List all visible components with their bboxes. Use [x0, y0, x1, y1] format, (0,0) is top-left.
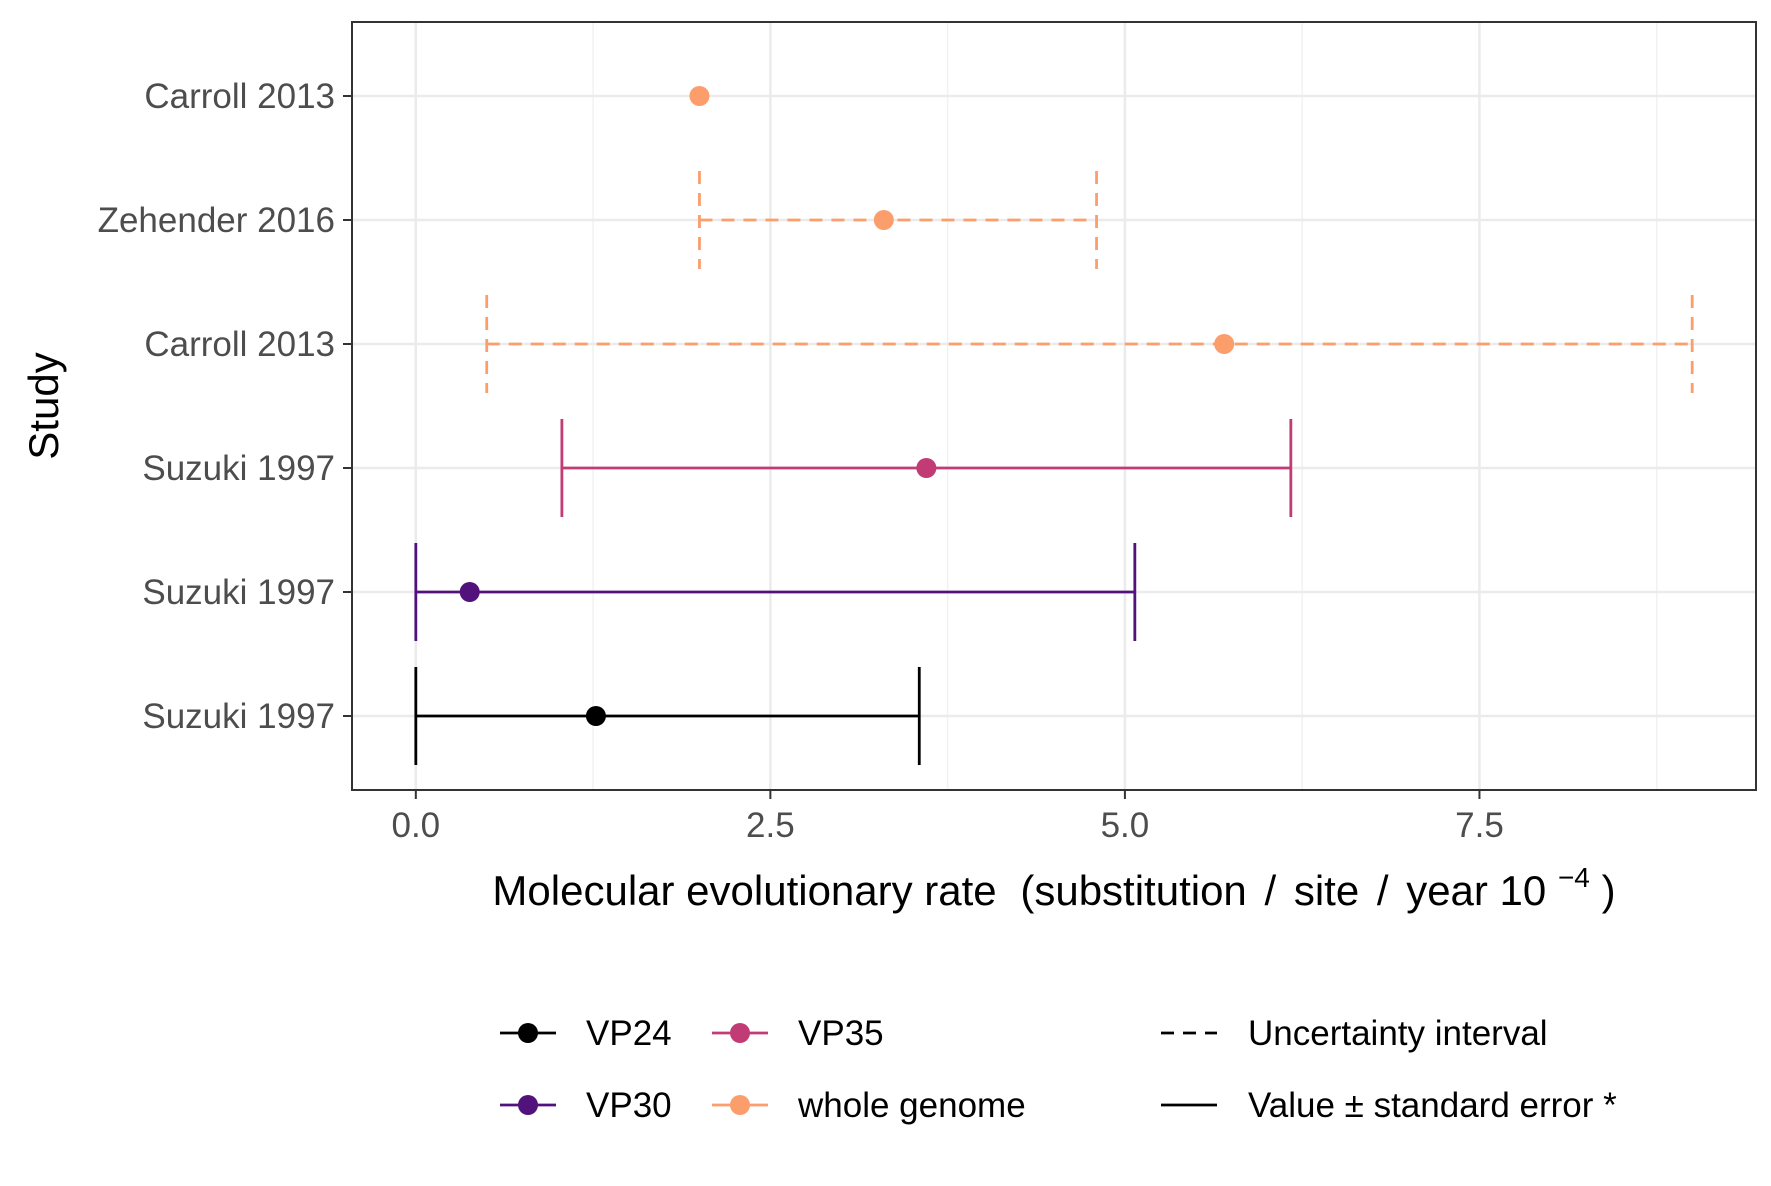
x-axis-title-unit-close: ): [1602, 867, 1616, 914]
x-axis-title-main: Molecular evolutionary rate: [492, 867, 996, 914]
legend: VP24 VP30 VP35 whole genome Uncertainty inte…: [500, 1014, 1617, 1125]
panel-border: [351, 21, 1757, 791]
legend-label: VP35: [798, 1014, 884, 1053]
data-point: [916, 458, 937, 478]
legend-key-point: [730, 1023, 750, 1043]
y-tick-label: Carroll 2013: [144, 325, 335, 364]
legend-linetype-label: Value ± standard error *: [1248, 1086, 1617, 1125]
legend-key-point: [730, 1095, 750, 1115]
legend-key-point: [518, 1023, 538, 1043]
data-point: [689, 86, 710, 106]
data-point: [1214, 334, 1235, 354]
y-tick-label: Suzuki 1997: [142, 449, 335, 488]
y-tick-label: Suzuki 1997: [142, 573, 335, 612]
x-axis-title-exponent: −4: [1558, 862, 1590, 893]
x-axis-title: Molecular evolutionary rate (substitutio…: [492, 849, 1615, 914]
legend-label: VP30: [586, 1086, 672, 1125]
axes: Carroll 2013 Zehender 2016 Carroll 2013 Suz…: [98, 77, 1504, 845]
legend-label: whole genome: [797, 1086, 1026, 1125]
x-axis-title-unit-site: site: [1294, 867, 1359, 914]
y-axis-title: Study: [20, 352, 67, 459]
y-tick-label: Carroll 2013: [144, 77, 335, 116]
x-tick-label: 5.0: [1101, 806, 1150, 845]
plot-data: [414, 86, 1694, 765]
y-tick-label: Suzuki 1997: [142, 697, 335, 736]
data-point: [873, 210, 894, 230]
legend-key-point: [518, 1095, 538, 1115]
x-axis-title-slash: /: [1264, 867, 1276, 914]
x-axis-title-unit-open: (substitution: [1020, 867, 1246, 914]
x-axis-title-slash: /: [1377, 867, 1389, 914]
x-tick-label: 2.5: [746, 806, 795, 845]
x-axis-title-unit-year: year 10: [1406, 867, 1546, 914]
data-point: [585, 706, 606, 726]
legend-label: VP24: [586, 1014, 672, 1053]
legend-linetype-label: Uncertainty interval: [1248, 1014, 1548, 1053]
data-point: [459, 582, 480, 602]
x-tick-label: 7.5: [1455, 806, 1504, 845]
x-tick-label: 0.0: [391, 806, 440, 845]
y-tick-label: Zehender 2016: [98, 201, 335, 240]
